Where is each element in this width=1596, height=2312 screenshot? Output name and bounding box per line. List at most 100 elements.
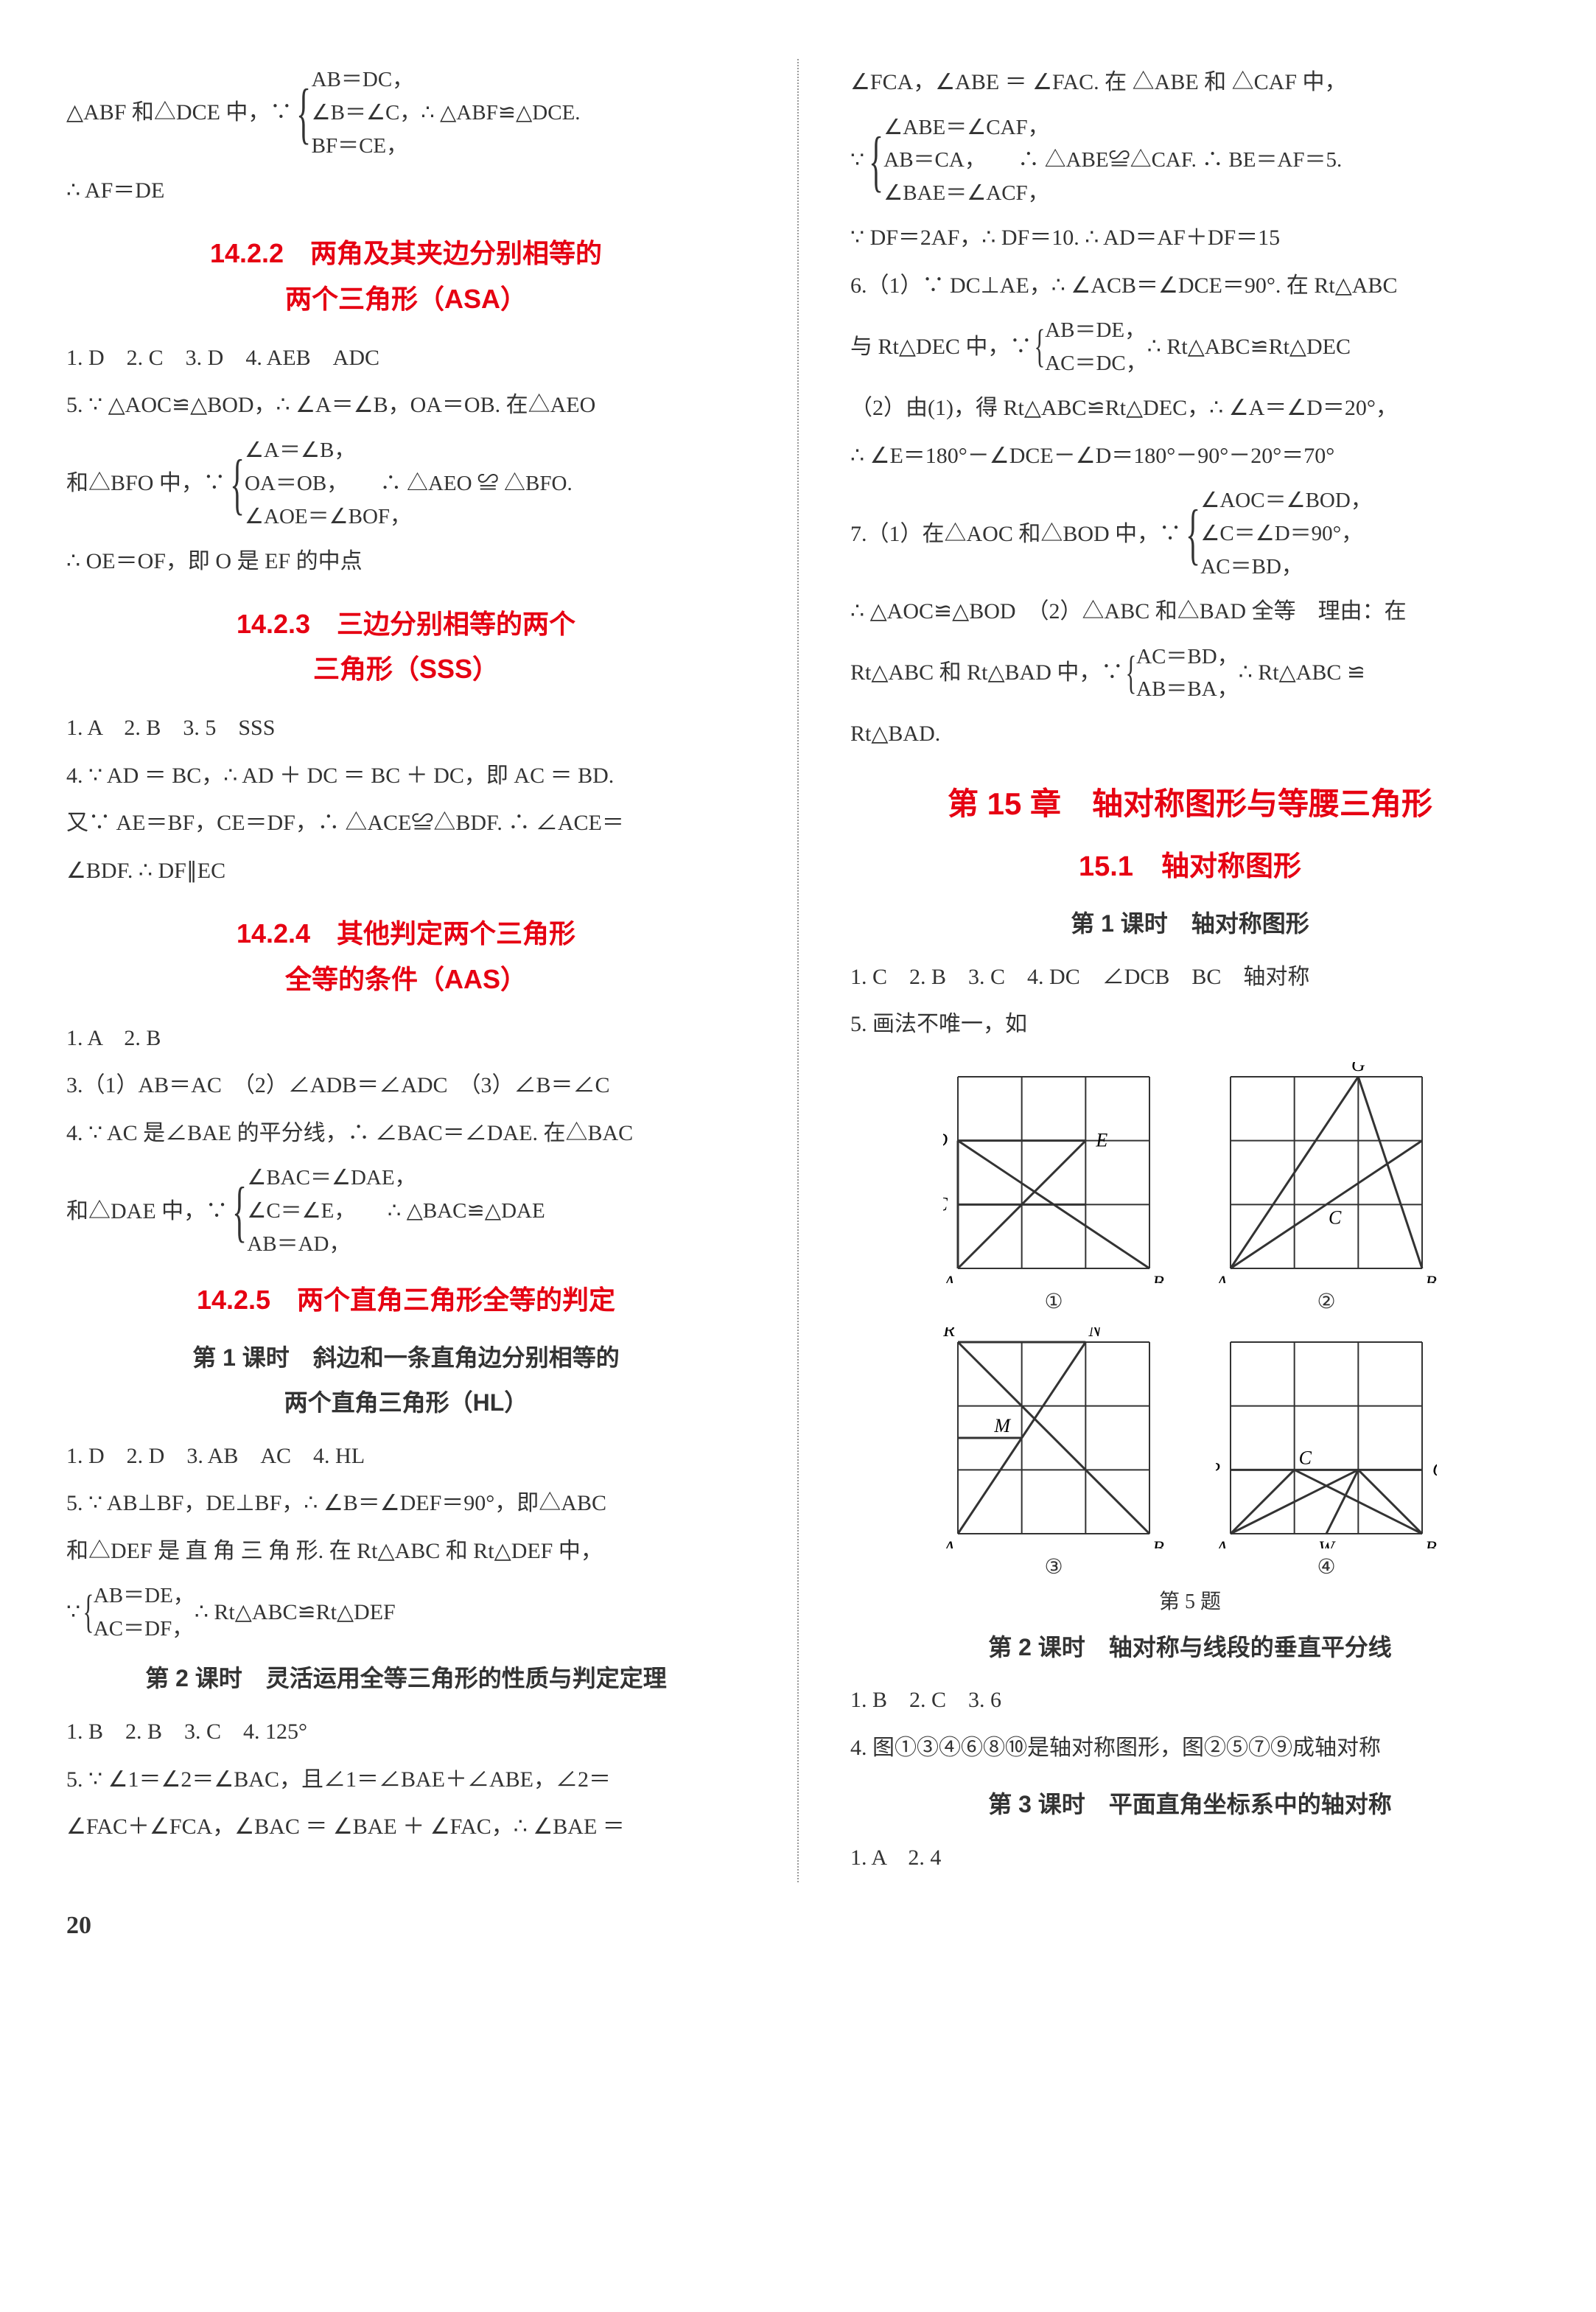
text-line: （2）由(1)，得 Rt△ABC≌Rt△DEC，∴ ∠A＝∠D＝20°， <box>850 385 1530 433</box>
answer-line: 1. A 2. B <box>66 1015 746 1063</box>
svg-text:C: C <box>1329 1206 1342 1228</box>
brace-line: ∠BAE＝∠ACF， <box>883 177 1342 210</box>
svg-text:A: A <box>1216 1537 1228 1548</box>
svg-text:B: B <box>1425 1272 1437 1283</box>
brace-line: ∠AOE＝∠BOF， <box>245 500 573 534</box>
text: Rt△ABC 和 Rt△BAD 中，∵ <box>850 657 1123 688</box>
text-line: ∵ DF＝2AF，∴ DF＝10. ∴ AD＝AF＋DF＝15 <box>850 214 1530 262</box>
svg-text:B: B <box>1152 1272 1164 1283</box>
left-brace-icon: { <box>869 130 883 192</box>
text-line: 5. ∵ △AOC≌△BOD，∴ ∠A＝∠B，OA＝OB. 在△AEO <box>66 382 746 430</box>
heading-text: 两个直角三角形（HL） <box>66 1380 746 1425</box>
lesson-heading: 第 2 课时 灵活运用全等三角形的性质与判定定理 <box>66 1656 746 1701</box>
figure-caption: 第 5 题 <box>850 1585 1530 1615</box>
text-line: ∠BDF. ∴ DF∥EC <box>66 848 746 895</box>
brace-line: AB＝DE， <box>1045 314 1147 347</box>
brace-line: ∠AOC＝∠BOD， <box>1200 484 1371 517</box>
lesson-heading: 第 1 课时 斜边和一条直角边分别相等的 两个直角三角形（HL） <box>66 1335 746 1425</box>
heading-text: 全等的条件（AAS） <box>66 957 746 1002</box>
brace-line: ∠BAC＝∠DAE， <box>247 1162 545 1195</box>
svg-text:B: B <box>1425 1537 1437 1548</box>
text: △ABF 和△DCE 中，∵ <box>66 97 292 128</box>
figure-1: ABCDE ① <box>943 1062 1164 1314</box>
figure-2: ABGC ② <box>1216 1062 1437 1314</box>
text-line: ∠FAC＋∠FCA，∠BAC ＝ ∠BAE ＋ ∠FAC，∴ ∠BAE ＝ <box>66 1803 746 1851</box>
figure-row: ABRNM ③ ABPQCW ④ <box>850 1327 1530 1579</box>
text: ∴ Rt△ABC≌Rt△DEC <box>1147 332 1351 363</box>
lesson-heading: 第 1 课时 轴对称图形 <box>850 901 1530 946</box>
section-heading: 14.2.4 其他判定两个三角形 全等的条件（AAS） <box>66 911 746 1001</box>
svg-text:G: G <box>1351 1062 1365 1075</box>
proof-line: 和△DAE 中，∵ { ∠BAC＝∠DAE， ∠C＝∠E， ∴ △BAC≌△DA… <box>66 1162 746 1261</box>
brace-line: ∠C＝∠D＝90°， <box>1200 517 1371 551</box>
text: ∴ Rt△ABC≌Rt△DEF <box>195 1597 396 1628</box>
brace-line: ∠ABE＝∠CAF， <box>883 111 1342 144</box>
left-brace-icon: { <box>230 453 245 514</box>
right-column: ∠FCA，∠ABE ＝ ∠FAC. 在 △ABE 和 △CAF 中， ∵ { ∠… <box>850 59 1530 1882</box>
svg-text:B: B <box>1152 1537 1164 1548</box>
brace-line: AB＝DC， <box>312 63 581 97</box>
text-line: 4. ∵ AC 是∠BAE 的平分线，∴ ∠BAC＝∠DAE. 在△BAC <box>66 1110 746 1158</box>
svg-text:Q: Q <box>1432 1459 1437 1480</box>
left-brace-icon: { <box>1126 653 1137 694</box>
figure-label: ③ <box>943 1554 1164 1579</box>
section-heading: 14.2.5 两个直角三角形全等的判定 <box>66 1277 746 1322</box>
lesson-heading: 第 2 课时 轴对称与线段的垂直平分线 <box>850 1625 1530 1670</box>
answer-line: 1. B 2. B 3. C 4. 125° <box>66 1708 746 1756</box>
left-brace-icon: { <box>83 1592 94 1633</box>
brace-block: { ∠AOC＝∠BOD， ∠C＝∠D＝90°， AC＝BD， <box>1181 484 1372 584</box>
page-number: 20 <box>66 1912 1530 1940</box>
brace-line: AC＝DF， <box>94 1613 195 1646</box>
answer-line: 1. A 2. 4 <box>850 1834 1530 1882</box>
svg-text:A: A <box>943 1537 955 1548</box>
brace-line: ∠A＝∠B， <box>245 434 573 467</box>
brace-line: AB＝BA， <box>1136 673 1239 706</box>
brace-line: BF＝CE， <box>312 130 581 163</box>
heading-text: 两个三角形（ASA） <box>66 276 746 321</box>
text: 和△BFO 中，∵ <box>66 468 225 499</box>
figure-label: ② <box>1216 1289 1437 1314</box>
brace-line: AB＝AD， <box>247 1228 545 1261</box>
section-heading: 15.1 轴对称图形 <box>850 843 1530 891</box>
left-brace-icon: { <box>297 83 312 144</box>
text-line: 和△DEF 是 直 角 三 角 形. 在 Rt△ABC 和 Rt△DEF 中， <box>66 1528 746 1576</box>
proof-line: ∵ { AB＝DE， AC＝DF， ∴ Rt△ABC≌Rt△DEF <box>66 1579 746 1646</box>
brace-block: { ∠BAC＝∠DAE， ∠C＝∠E， ∴ △BAC≌△DAE AB＝AD， <box>228 1162 545 1261</box>
proof-line: △ABF 和△DCE 中，∵ { AB＝DC， ∠B＝∠C，∴ △ABF≌△DC… <box>66 63 746 163</box>
svg-text:M: M <box>993 1415 1011 1436</box>
heading-text: 14.2.4 其他判定两个三角形 <box>66 911 746 956</box>
geometry-diagram: ABRNM <box>943 1327 1164 1548</box>
text: ∴ Rt△ABC ≌ <box>1239 657 1365 688</box>
proof-line: 7.（1）在△AOC 和△BOD 中，∵ { ∠AOC＝∠BOD， ∠C＝∠D＝… <box>850 484 1530 584</box>
text: 与 Rt△DEC 中，∵ <box>850 332 1032 363</box>
heading-text: 14.2.3 三边分别相等的两个 <box>66 601 746 646</box>
text-line: Rt△BAD. <box>850 710 1530 758</box>
brace-line: AB＝CA， ∴ △ABE≌△CAF. ∴ BE＝AF＝5. <box>883 144 1342 177</box>
brace-line: AC＝BD， <box>1136 640 1239 674</box>
text-line: 4. 图①③④⑥⑧⑩是轴对称图形，图②⑤⑦⑨成轴对称 <box>850 1725 1530 1773</box>
brace-block: { AC＝BD， AB＝BA， <box>1123 640 1238 707</box>
left-brace-icon: { <box>232 1181 247 1242</box>
proof-line: ∵ { ∠ABE＝∠CAF， AB＝CA， ∴ △ABE≌△CAF. ∴ BE＝… <box>850 111 1530 211</box>
text-line: 5. 画法不唯一，如 <box>850 1001 1530 1049</box>
text: ∵ <box>850 145 864 176</box>
text-line: 5. ∵ ∠1＝∠2＝∠BAC，且∠1＝∠BAE＋∠ABE，∠2＝ <box>66 1756 746 1804</box>
text-line: ∠FCA，∠ABE ＝ ∠FAC. 在 △ABE 和 △CAF 中， <box>850 59 1530 107</box>
brace-line: AC＝DC， <box>1045 347 1147 380</box>
brace-block: { AB＝DE， AC＝DF， <box>80 1579 195 1646</box>
section-heading: 14.2.2 两角及其夹边分别相等的 两个三角形（ASA） <box>66 231 746 321</box>
answer-line: 1. D 2. C 3. D 4. AEB ADC <box>66 335 746 383</box>
figure-3: ABRNM ③ <box>943 1327 1164 1579</box>
geometry-diagram: ABGC <box>1216 1062 1437 1283</box>
text: 和△DAE 中，∵ <box>66 1196 228 1227</box>
text: 7.（1）在△AOC 和△BOD 中，∵ <box>850 519 1181 550</box>
svg-text:C: C <box>943 1193 948 1215</box>
figure-label: ① <box>943 1289 1164 1314</box>
svg-text:R: R <box>943 1327 955 1341</box>
geometry-diagram: ABPQCW <box>1216 1327 1437 1548</box>
left-brace-icon: { <box>1186 503 1200 565</box>
brace-block: { ∠A＝∠B， OA＝OB， ∴ △AEO ≌ △BFO. ∠AOE＝∠BOF… <box>225 434 573 534</box>
svg-text:E: E <box>1095 1129 1107 1150</box>
text-line: ∴ △AOC≌△BOD （2）△ABC 和△BAD 全等 理由：在 <box>850 588 1530 636</box>
proof-line: 与 Rt△DEC 中，∵ { AB＝DE， AC＝DC， ∴ Rt△ABC≌Rt… <box>850 314 1530 380</box>
